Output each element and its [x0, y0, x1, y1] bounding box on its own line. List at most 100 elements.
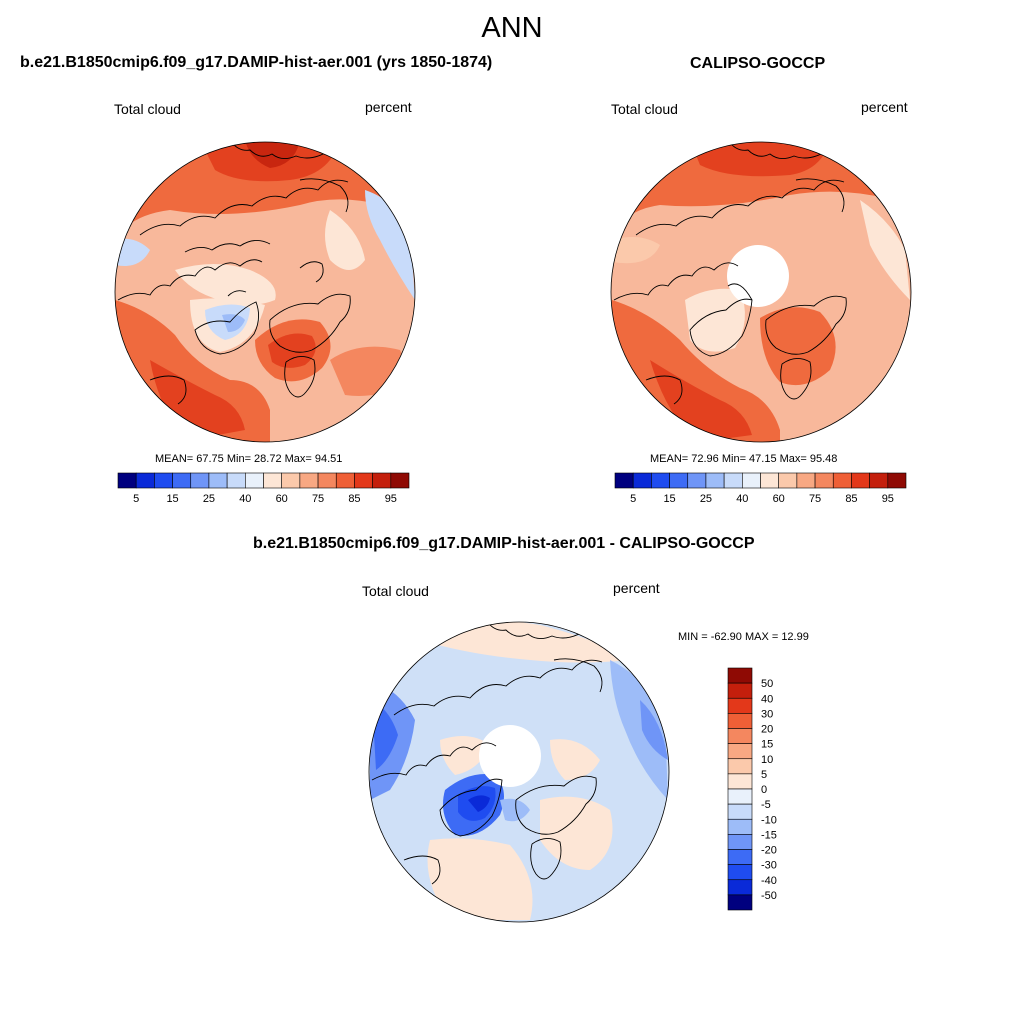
- panel3-stats: MIN = -62.90 MAX = 12.99: [678, 631, 809, 643]
- colorbar2-tick-label: 60: [773, 493, 785, 505]
- colorbar2-swatch: [742, 472, 761, 489]
- map3-no-data-hole: [479, 725, 541, 787]
- colorbar2-swatch: [869, 472, 889, 489]
- colorbar1-swatch: [172, 472, 192, 489]
- map3-coastlines: [371, 622, 603, 885]
- colorbar2-tick-label: 15: [663, 493, 675, 505]
- colorbar2-swatch: [778, 472, 798, 489]
- colorbar3-swatch: [727, 728, 753, 744]
- colorbar1-tick-label: 5: [133, 493, 139, 505]
- colorbar3-swatch: [727, 834, 753, 850]
- map1-polar-plot: [114, 141, 416, 443]
- colorbar2-swatch: [632, 472, 652, 489]
- colorbar1-tick-label: 95: [385, 493, 397, 505]
- panel2-units: percent: [861, 99, 908, 115]
- colorbar1-swatch: [154, 472, 173, 489]
- panel2-title: CALIPSO-GOCCP: [690, 55, 826, 72]
- panel2-left-label: Total cloud: [611, 101, 678, 117]
- colorbar2-swatch: [669, 472, 689, 489]
- map3-polar-plot: [368, 621, 670, 923]
- main-title: ANN: [481, 12, 543, 44]
- colorbar3-swatch: [727, 818, 753, 835]
- colorbar1-swatch: [354, 472, 373, 489]
- panel1-units: percent: [365, 99, 412, 115]
- colorbar2-tick-label: 95: [882, 493, 894, 505]
- colorbar1-swatch: [372, 472, 392, 489]
- colorbar2-swatch: [851, 472, 870, 489]
- colorbar3-tick-label: -50: [761, 890, 777, 902]
- map3-boundary: [368, 621, 670, 923]
- colorbar3-swatch: [727, 803, 753, 820]
- colorbar2-swatch: [814, 472, 834, 489]
- colorbar2-swatch: [796, 472, 816, 489]
- colorbar1-swatch: [117, 472, 137, 489]
- colorbar3-swatch: [727, 849, 753, 865]
- colorbar3-swatch: [727, 758, 753, 775]
- colorbars: 5 15 25 40 60 75 85 95 5 15 25 40 60 75 85 955040302015…: [117, 472, 907, 911]
- map2-boundary: [610, 141, 912, 443]
- colorbar2-tick-label: 85: [845, 493, 857, 505]
- colorbar2-tick-label: 75: [809, 493, 821, 505]
- colorbar1-tick-label: 15: [166, 493, 178, 505]
- panel1-left-label: Total cloud: [114, 101, 181, 117]
- colorbar1-swatch: [317, 472, 337, 489]
- colorbar2-swatch: [651, 472, 670, 489]
- map2-polar-plot: [610, 141, 912, 443]
- colorbar3-swatch: [727, 879, 753, 896]
- map2-field: [611, 142, 911, 442]
- colorbar1-tick-label: 85: [348, 493, 360, 505]
- colorbar2-swatch: [887, 472, 907, 489]
- colorbar3-swatch: [727, 682, 753, 699]
- panel1-stats: MEAN= 67.75 Min= 28.72 Max= 94.51: [155, 453, 343, 465]
- colorbar3-tick-label: -40: [761, 875, 777, 887]
- colorbar3-tick-label: -10: [761, 814, 777, 826]
- colorbar3-tick-label: -15: [761, 829, 777, 841]
- colorbar2-tick-label: 40: [736, 493, 748, 505]
- colorbar3-swatch: [727, 788, 753, 805]
- panel3-title: b.e21.B1850cmip6.f09_g17.DAMIP-hist-aer.…: [253, 535, 755, 552]
- colorbar2-swatch: [687, 472, 707, 489]
- panel1-title: b.e21.B1850cmip6.f09_g17.DAMIP-hist-aer.…: [20, 54, 493, 71]
- colorbar1-swatch: [226, 472, 246, 489]
- colorbar1-tick-label: 25: [203, 493, 215, 505]
- colorbar1-tick-label: 60: [276, 493, 288, 505]
- map2-no-data-hole: [727, 245, 789, 307]
- map1-coastlines: [117, 142, 351, 405]
- colorbar2-tick-label: 5: [630, 493, 636, 505]
- colorbar2-swatch: [832, 472, 852, 489]
- map2-coastlines: [613, 142, 847, 405]
- colorbar3-swatch: [727, 713, 753, 729]
- colorbar3-swatch: [727, 773, 753, 790]
- colorbar3-tick-label: -5: [761, 799, 771, 811]
- colorbar3-tick-label: 40: [761, 693, 773, 705]
- colorbar2-tick-label: 25: [700, 493, 712, 505]
- map1-field: [115, 142, 415, 442]
- colorbar3-tick-label: 50: [761, 678, 773, 690]
- colorbar2-swatch: [723, 472, 743, 489]
- colorbar3-swatch: [727, 743, 753, 760]
- colorbar3-tick-label: 10: [761, 754, 773, 766]
- colorbar2-swatch: [705, 472, 725, 489]
- colorbar3-tick-label: 15: [761, 739, 773, 751]
- colorbar1-swatch: [245, 472, 264, 489]
- map1-boundary: [114, 141, 416, 443]
- panel3-left-label: Total cloud: [362, 583, 429, 599]
- colorbar3-tick-label: 20: [761, 724, 773, 736]
- colorbar1-swatch: [263, 472, 282, 489]
- colorbar1-swatch: [281, 472, 301, 489]
- colorbar1-swatch: [208, 472, 228, 489]
- colorbar1-swatch: [135, 472, 155, 489]
- colorbar3-tick-label: 5: [761, 769, 767, 781]
- colorbar3-swatch: [727, 667, 753, 684]
- colorbar3-tick-label: 0: [761, 784, 767, 796]
- colorbar1-tick-label: 40: [239, 493, 251, 505]
- panel3-units: percent: [613, 580, 660, 596]
- colorbar1-swatch: [190, 472, 210, 489]
- colorbar1-swatch: [299, 472, 319, 489]
- colorbar1-swatch: [335, 472, 355, 489]
- colorbar2-swatch: [760, 472, 779, 489]
- colorbar3-swatch: [727, 864, 753, 881]
- colorbar1-tick-label: 75: [312, 493, 324, 505]
